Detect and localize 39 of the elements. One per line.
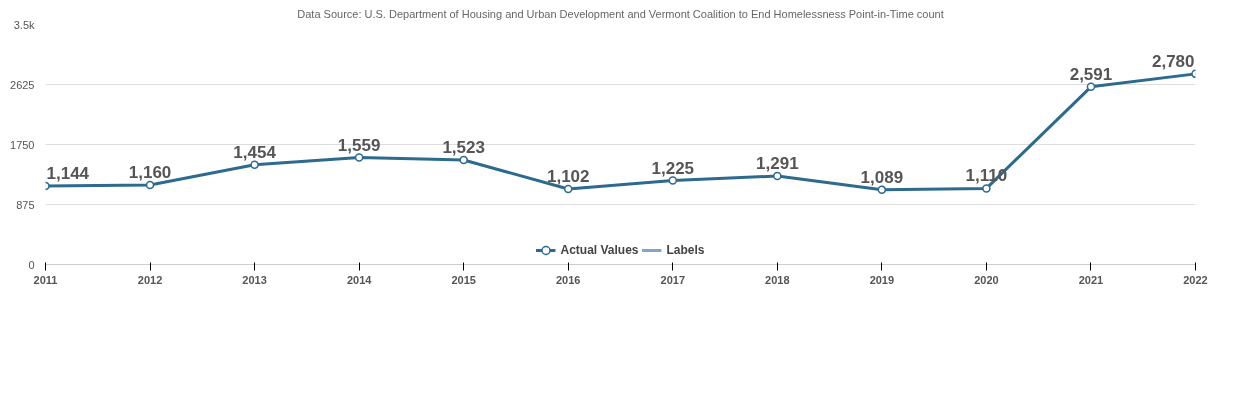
y-tick-label: 1750 (10, 138, 35, 151)
point (459, 155, 468, 165)
y-tick-label: 0 (28, 258, 35, 271)
data-label: 1,160 (128, 162, 172, 182)
x-tick-label: 2011 (33, 273, 58, 286)
x-tick-label: 2018 (765, 273, 790, 286)
y-tick-label: 3.5k (13, 18, 35, 31)
data-label: 2,780 (1151, 51, 1195, 71)
x-tick-label: 2021 (1078, 273, 1104, 286)
legend-label: Actual Values (560, 243, 639, 257)
data-label: 1,291 (756, 153, 799, 173)
data-label: 1,144 (46, 164, 90, 184)
data-label: 1,102 (546, 166, 590, 186)
y-tick-label: 2625 (10, 78, 35, 91)
point (877, 185, 887, 195)
point (773, 171, 782, 181)
data-label: 1,523 (442, 138, 485, 158)
point (982, 184, 991, 193)
x-tick-label: 2012 (137, 273, 163, 286)
y-tick-label: 875 (16, 198, 35, 211)
x-tick-label: 2017 (660, 273, 686, 286)
data-label: 1,559 (337, 135, 381, 155)
point (563, 184, 573, 194)
data-label: 1,225 (651, 158, 695, 178)
x-tick-label: 2013 (242, 273, 267, 286)
legend-label: Labels (666, 243, 705, 257)
x-tick-label: 2014 (346, 273, 373, 286)
x-tick-label: 2015 (451, 273, 476, 286)
data-label: 2,591 (1069, 64, 1113, 84)
point (145, 180, 155, 190)
data-label: 1,089 (860, 167, 904, 187)
chart-title: Data Source: U.S. Department of Housing and Urban Development and Vermont Coalition to End Homelessness Point-in-Time count (297, 7, 944, 20)
data-label: 1,454 (233, 142, 277, 162)
x-tick-label: 2022 (1183, 273, 1208, 286)
point (250, 160, 259, 170)
point (1086, 82, 1096, 92)
x-tick-label: 2019 (869, 273, 895, 286)
x-tick-label: 2016 (555, 273, 581, 286)
x-tick-label: 2020 (974, 273, 999, 286)
